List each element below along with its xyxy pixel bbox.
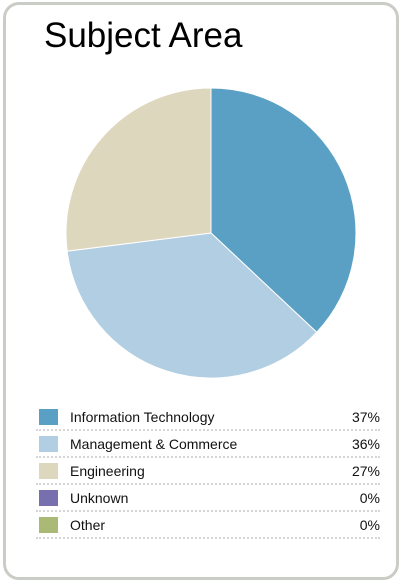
legend-value: 36% bbox=[351, 436, 380, 452]
legend-swatch bbox=[39, 517, 58, 533]
pie-slice-information-technology bbox=[210, 87, 357, 333]
pie-chart bbox=[65, 87, 357, 379]
legend-value: 27% bbox=[351, 463, 380, 479]
legend-label: Information Technology bbox=[70, 409, 215, 425]
legend-swatch bbox=[39, 463, 58, 479]
legend-label: Unknown bbox=[70, 490, 129, 506]
legend-value: 37% bbox=[351, 409, 380, 425]
legend-item-other: Other 0% bbox=[36, 512, 380, 539]
legend-item-information-technology: Information Technology 37% bbox=[36, 404, 380, 431]
legend-label: Management & Commerce bbox=[70, 436, 238, 452]
legend-swatch bbox=[39, 409, 58, 425]
pie-slice-engineering bbox=[65, 87, 212, 252]
legend-value: 0% bbox=[359, 517, 380, 533]
chart-title: Subject Area bbox=[44, 16, 243, 55]
legend-item-engineering: Engineering 27% bbox=[36, 458, 380, 485]
legend-label: Other bbox=[70, 517, 106, 533]
legend-item-unknown: Unknown 0% bbox=[36, 485, 380, 512]
legend-value: 0% bbox=[359, 490, 380, 506]
legend-swatch bbox=[39, 490, 58, 506]
legend-swatch bbox=[39, 436, 58, 452]
subject-area-card: Subject Area Information Technology 37% … bbox=[3, 2, 399, 580]
legend: Information Technology 37% Management & … bbox=[36, 404, 380, 539]
pie-slice-management-commerce bbox=[66, 232, 318, 379]
legend-label: Engineering bbox=[70, 463, 145, 479]
legend-item-management-commerce: Management & Commerce 36% bbox=[36, 431, 380, 458]
